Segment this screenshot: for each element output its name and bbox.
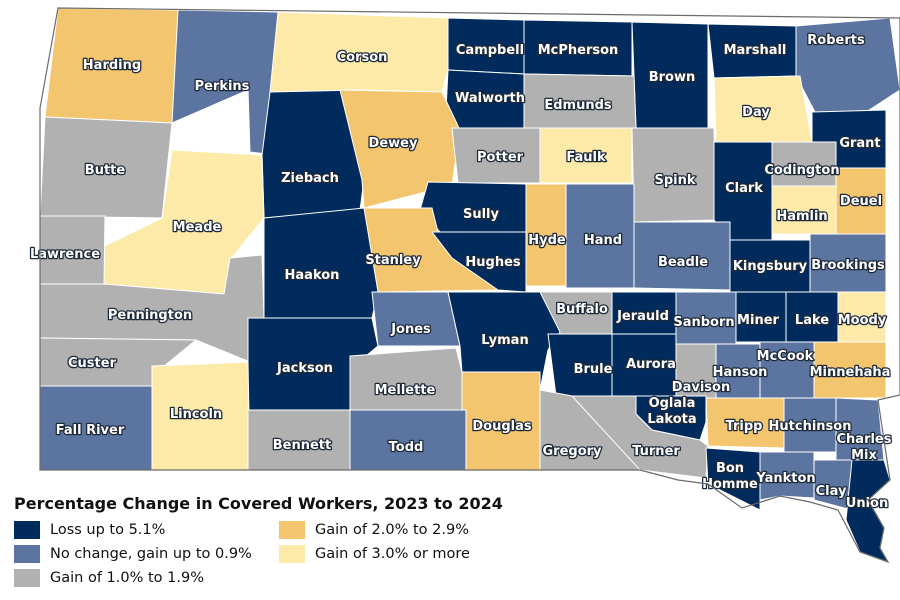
county-label: Miner bbox=[737, 313, 779, 328]
county-labels: Harding Perkins Corson Campbell McPherson Bro… bbox=[29, 31, 893, 512]
county-shape bbox=[263, 207, 379, 319]
county-label: Perkins bbox=[195, 79, 250, 94]
county-label: Grant bbox=[839, 136, 880, 151]
county-label: Bennett bbox=[273, 438, 331, 453]
county-label: Gregory bbox=[542, 444, 602, 459]
county-label: Jones bbox=[390, 322, 431, 337]
legend-swatch bbox=[14, 521, 40, 539]
state-outline bbox=[39, 7, 900, 564]
legend-grid: Loss up to 5.1% Gain of 2.0% to 2.9% No … bbox=[14, 521, 574, 587]
county-label: Spink bbox=[654, 173, 695, 188]
county-label: Minnehaha bbox=[810, 365, 891, 380]
legend-label: Gain of 2.0% to 2.9% bbox=[315, 522, 469, 538]
county-label: Harding bbox=[83, 58, 141, 73]
legend-swatch bbox=[279, 545, 305, 563]
county-label: Fall River bbox=[56, 423, 125, 438]
county-label: Roberts bbox=[807, 33, 865, 48]
county-label: Lyman bbox=[481, 333, 528, 348]
county-label: Deuel bbox=[840, 194, 882, 209]
county-label: Aurora bbox=[626, 357, 676, 372]
legend-item-gain-3: Gain of 3.0% or more bbox=[279, 545, 529, 563]
county-label: Faulk bbox=[566, 150, 606, 165]
county-shapes bbox=[39, 7, 900, 563]
county-label: Custer bbox=[68, 356, 117, 371]
county-shape bbox=[845, 459, 891, 563]
county-label: Jerauld bbox=[616, 309, 669, 324]
county-label: Todd bbox=[389, 440, 424, 455]
legend-item-gain-1: Gain of 1.0% to 1.9% bbox=[14, 569, 279, 587]
legend: Percentage Change in Covered Workers, 20… bbox=[14, 494, 574, 587]
county-label: Hyde bbox=[528, 233, 566, 248]
county-shape bbox=[705, 447, 761, 511]
county-label: McCook bbox=[757, 349, 814, 364]
county-shape bbox=[430, 231, 527, 293]
legend-label: Gain of 1.0% to 1.9% bbox=[50, 570, 204, 586]
legend-swatch bbox=[14, 545, 40, 563]
county-label: Sanborn bbox=[673, 315, 734, 330]
legend-title: Percentage Change in Covered Workers, 20… bbox=[14, 494, 503, 513]
county-label: Meade bbox=[173, 220, 222, 235]
county-label: Edmunds bbox=[544, 98, 612, 113]
county-label: Campbell bbox=[456, 43, 524, 58]
county-label: Lake bbox=[795, 313, 829, 328]
county-label: McPherson bbox=[538, 43, 619, 58]
legend-swatch bbox=[14, 569, 40, 587]
county-shape bbox=[371, 291, 461, 347]
county-shape bbox=[447, 291, 561, 391]
county-label: Turner bbox=[632, 444, 680, 459]
county-label: Brown bbox=[649, 70, 696, 85]
county-label: Buffalo bbox=[556, 302, 608, 317]
county-label: Pennington bbox=[108, 308, 192, 323]
county-label: Lawrence bbox=[30, 247, 100, 262]
county-label: Ziebach bbox=[281, 171, 339, 186]
county-label: Brookings bbox=[811, 258, 885, 273]
county-label: Mellette bbox=[375, 383, 436, 398]
county-shape bbox=[539, 127, 633, 184]
county-label: Moody bbox=[838, 313, 887, 328]
county-label: Walworth bbox=[455, 91, 525, 106]
county-label: Hutchinson bbox=[769, 419, 852, 434]
county-label: Union bbox=[846, 496, 888, 511]
county-label: Hanson bbox=[713, 365, 768, 380]
county-label: Stanley bbox=[365, 253, 421, 268]
county-label: Tripp bbox=[726, 419, 763, 434]
county-label: Butte bbox=[85, 163, 126, 178]
county-shape bbox=[759, 451, 815, 501]
county-label: Day bbox=[742, 105, 770, 120]
county-label: Haakon bbox=[285, 268, 340, 283]
county-label: Codington bbox=[764, 163, 839, 178]
county-label: Oglala Lakota bbox=[647, 396, 696, 427]
county-label: Charles Mix bbox=[837, 432, 892, 463]
legend-item-no-change: No change, gain up to 0.9% bbox=[14, 545, 279, 563]
county-label: Hamlin bbox=[776, 209, 827, 224]
legend-label: No change, gain up to 0.9% bbox=[50, 546, 252, 562]
county-label: Yankton bbox=[755, 471, 815, 486]
county-label: Corson bbox=[337, 50, 388, 65]
legend-label: Loss up to 5.1% bbox=[50, 522, 166, 538]
county-shape bbox=[349, 347, 463, 411]
county-label: Brule bbox=[574, 362, 613, 377]
legend-item-loss: Loss up to 5.1% bbox=[14, 521, 279, 539]
legend-label: Gain of 3.0% or more bbox=[315, 546, 470, 562]
county-label: Bon Homme bbox=[702, 461, 758, 492]
county-label: Clay bbox=[816, 484, 847, 499]
county-label: Lincoln bbox=[170, 407, 222, 422]
legend-item-gain-2: Gain of 2.0% to 2.9% bbox=[279, 521, 529, 539]
county-label: Douglas bbox=[472, 419, 532, 434]
county-label: Beadle bbox=[658, 255, 708, 270]
county-label: Hughes bbox=[465, 255, 521, 270]
county-label: Kingsbury bbox=[733, 259, 808, 274]
county-label: Marshall bbox=[724, 43, 787, 58]
county-label: Hand bbox=[584, 233, 622, 248]
legend-swatch bbox=[279, 521, 305, 539]
county-label: Sully bbox=[463, 207, 500, 222]
county-label: Potter bbox=[477, 150, 524, 165]
county-label: Davison bbox=[672, 380, 730, 395]
county-label: Dewey bbox=[369, 136, 418, 151]
county-label: Jackson bbox=[276, 361, 333, 376]
county-label: Clark bbox=[725, 181, 763, 196]
